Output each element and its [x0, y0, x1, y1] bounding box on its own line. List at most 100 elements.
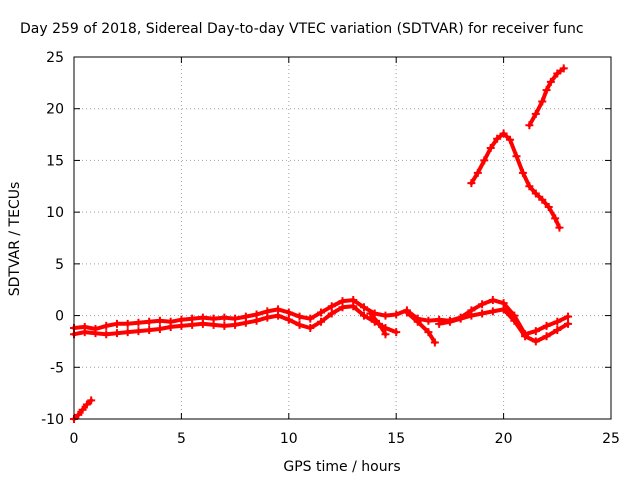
data-point	[486, 144, 495, 153]
chart-title: Day 259 of 2018, Sidereal Day-to-day VTE…	[20, 21, 584, 37]
y-tick-label: 20	[46, 102, 64, 118]
data-point	[544, 202, 553, 211]
data-point	[295, 320, 304, 329]
data-point	[295, 312, 304, 321]
data-point	[252, 316, 261, 325]
series-upper-right	[525, 64, 568, 130]
data-point	[349, 302, 358, 311]
data-point	[478, 300, 487, 309]
x-tick-label: 5	[177, 431, 186, 447]
data-point	[123, 328, 132, 337]
data-point	[559, 64, 568, 73]
data-point	[80, 328, 89, 337]
data-point	[553, 69, 562, 78]
data-point	[392, 310, 401, 319]
tick-layer: 0 5 10 15 20 25 -10 -5 0 5 10 15 20 25	[41, 50, 620, 447]
data-point	[155, 316, 164, 325]
y-tick-label: -5	[50, 360, 64, 376]
data-point	[112, 319, 121, 328]
data-point	[473, 168, 482, 177]
data-point	[78, 405, 87, 414]
data-point	[102, 321, 111, 330]
data-point	[284, 308, 293, 317]
data-point	[518, 168, 527, 177]
data-point	[381, 311, 390, 320]
data-point	[542, 332, 551, 341]
data-point	[231, 320, 240, 329]
data-point	[531, 337, 540, 346]
data-point	[553, 317, 562, 326]
data-point	[188, 320, 197, 329]
data-point	[531, 189, 540, 198]
data-point	[102, 330, 111, 339]
data-point	[555, 223, 564, 232]
data-point	[145, 317, 154, 326]
data-point	[542, 86, 551, 95]
data-point	[564, 319, 573, 328]
data-point	[241, 318, 250, 327]
data-point	[525, 182, 534, 191]
data-point	[499, 129, 508, 138]
x-tick-label: 10	[280, 431, 298, 447]
data-point	[134, 327, 143, 336]
data-point	[488, 307, 497, 316]
series-line	[404, 310, 437, 345]
grid-layer	[74, 57, 611, 419]
data-point	[91, 329, 100, 338]
data-point	[177, 321, 186, 330]
data-point	[531, 109, 540, 118]
data-point	[402, 308, 411, 317]
data-point	[512, 152, 521, 161]
data-point	[220, 321, 229, 330]
x-tick-label: 25	[602, 431, 620, 447]
data-point	[445, 317, 454, 326]
data-point	[198, 319, 207, 328]
data-point	[263, 313, 272, 322]
data-point	[327, 309, 336, 318]
data-point	[166, 322, 175, 331]
data-point	[274, 311, 283, 320]
x-tick-label: 0	[70, 431, 79, 447]
y-tick-label: -10	[41, 412, 64, 428]
x-axis-label: GPS time / hours	[283, 459, 400, 475]
data-point	[74, 410, 83, 419]
data-point	[467, 311, 476, 320]
y-tick-label: 5	[55, 257, 64, 273]
data-point	[478, 309, 487, 318]
y-tick-label: 15	[46, 153, 64, 169]
y-tick-label: 10	[46, 205, 64, 221]
series-line	[527, 66, 566, 128]
data-point	[499, 305, 508, 314]
data-point	[381, 330, 390, 339]
data-point	[123, 319, 132, 328]
series-main-late	[435, 305, 573, 346]
data-point	[538, 97, 547, 106]
data-point	[435, 319, 444, 328]
data-point	[327, 302, 336, 311]
series-dip-14h	[366, 309, 390, 339]
plot-frame	[73, 56, 612, 420]
data-point	[531, 327, 540, 336]
data-point	[480, 156, 489, 165]
data-point	[456, 314, 465, 323]
data-point	[392, 328, 401, 337]
data-point	[506, 135, 515, 144]
data-point	[488, 296, 497, 305]
y-tick-label: 0	[55, 309, 64, 325]
y-axis-label: SDTVAR / TECUs	[7, 182, 23, 297]
data-point	[284, 315, 293, 324]
series-early-segment	[70, 396, 96, 423]
data-point	[306, 314, 315, 323]
data-point	[525, 121, 534, 130]
data-point	[145, 326, 154, 335]
data-point	[359, 311, 368, 320]
series-layer	[70, 64, 573, 423]
data-point	[220, 313, 229, 322]
data-point	[551, 214, 560, 223]
data-point	[87, 396, 96, 405]
data-point	[521, 332, 530, 341]
data-point	[467, 179, 476, 188]
data-point	[424, 328, 433, 337]
data-point	[359, 303, 368, 312]
